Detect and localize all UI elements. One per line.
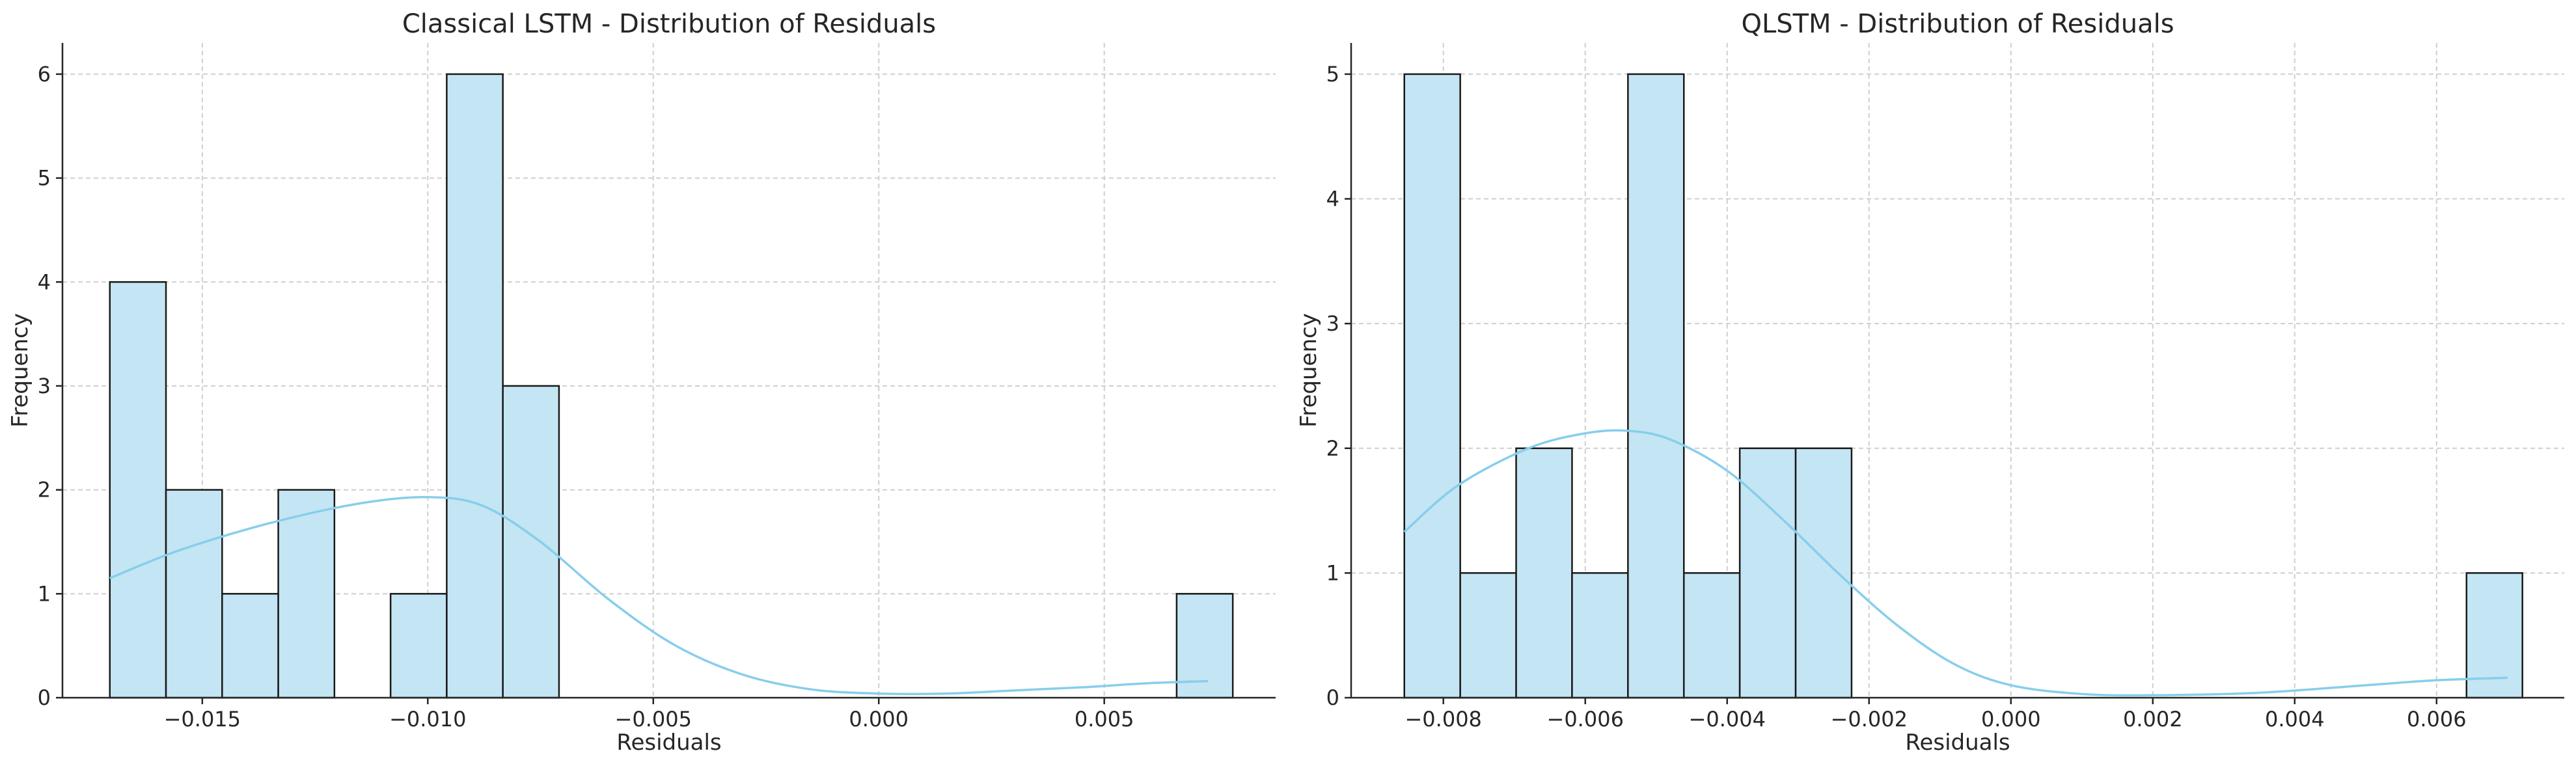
histogram-bar: [1571, 572, 1629, 699]
y-tick-label: 3: [1326, 311, 1339, 336]
y-tick-label: 5: [1326, 62, 1339, 87]
histogram-bar: [165, 489, 223, 699]
y-tick-label: 3: [38, 374, 51, 398]
x-axis-label: Residuals: [1905, 730, 2010, 756]
classical-lstm-panel: −0.015 −0.010 −0.005 0.000 0.005 0 1 2 3 4 5 6 Class…: [7, 9, 1276, 756]
histogram-bar: [1738, 447, 1797, 699]
y-tick-label: 4: [1326, 187, 1339, 212]
x-tick-label: −0.015: [164, 707, 241, 732]
histogram-bar: [221, 593, 279, 699]
histogram-bar: [1682, 572, 1741, 699]
x-tick-label: −0.006: [1547, 707, 1624, 732]
histogram-bar: [277, 489, 336, 699]
y-tick-label: 1: [38, 581, 51, 606]
x-tick-label: −0.005: [615, 707, 692, 732]
histogram-bar: [1459, 572, 1517, 699]
y-tick-label: 6: [38, 62, 51, 87]
x-tick-label: 0.000: [1981, 707, 2041, 732]
x-tick-label: −0.002: [1831, 707, 1908, 732]
y-axis-label: Frequency: [7, 313, 33, 428]
y-tick-label: 0: [1326, 685, 1339, 710]
histogram-bar: [446, 73, 504, 699]
histogram-bar: [1515, 447, 1573, 699]
y-tick-label: 1: [1326, 560, 1339, 585]
y-tick-label: 2: [1326, 436, 1339, 461]
x-tick-label: −0.004: [1689, 707, 1766, 732]
x-tick-label: 0.005: [1075, 707, 1134, 732]
qlstm-panel: −0.008 −0.006 −0.004 −0.002 0.000 0.002 0.004 0…: [1296, 9, 2564, 756]
kde-curve: [1403, 429, 2508, 697]
x-tick-label: 0.002: [2123, 707, 2183, 732]
y-axis-label: Frequency: [1296, 313, 1322, 428]
x-tick-label: 0.006: [2407, 707, 2467, 732]
x-tick-label: −0.010: [389, 707, 466, 732]
chart-title: Classical LSTM - Distribution of Residua…: [402, 9, 936, 39]
y-tick-label: 2: [38, 478, 51, 502]
histogram-bar: [1403, 73, 1461, 699]
kde-curve: [109, 496, 1209, 696]
x-tick-label: 0.000: [849, 707, 909, 732]
histogram-bar: [109, 281, 167, 699]
y-tick-label: 4: [38, 269, 51, 294]
x-axis-label: Residuals: [616, 730, 721, 756]
histogram-bar: [2465, 572, 2523, 699]
histogram-bar: [1627, 73, 1685, 699]
histogram-bar: [389, 593, 448, 699]
histogram-bar: [502, 385, 560, 699]
y-tick-label: 0: [38, 685, 51, 710]
x-tick-label: 0.004: [2265, 707, 2325, 732]
histogram-bar: [1794, 447, 1853, 699]
x-tick-label: −0.008: [1404, 707, 1481, 732]
y-tick-label: 5: [38, 166, 51, 191]
chart-title: QLSTM - Distribution of Residuals: [1741, 9, 2174, 39]
